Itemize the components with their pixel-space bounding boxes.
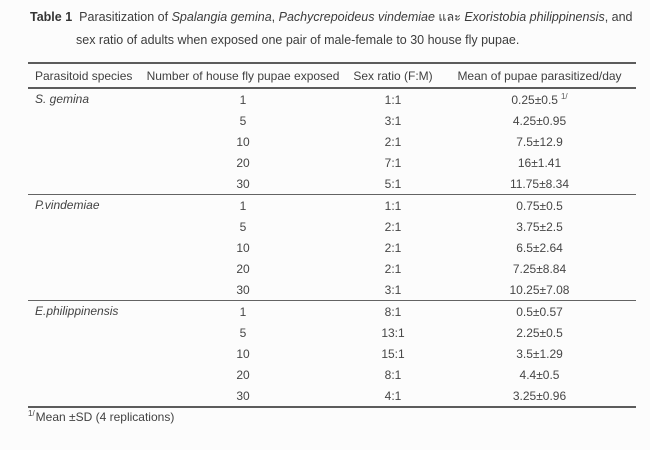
- mean-cell: 0.5±0.57: [516, 304, 563, 319]
- footnote-text: Mean ±SD (4 replications): [35, 410, 175, 424]
- table-row: S. gemina 1 1:1 0.25±0.5 1/: [28, 88, 636, 110]
- pupae-count-cell: 30: [236, 282, 250, 297]
- mean-value: 0.25±0.5: [511, 93, 558, 107]
- table-row: 20 7:1 16±1.41: [28, 152, 636, 173]
- table-row: E.philippinensis 1 8:1 0.5±0.57: [28, 300, 636, 323]
- species-name-italic: Pachycrepoideus vindemiae: [278, 10, 435, 24]
- parasitization-table: Parasitoid species Number of house fly p…: [28, 62, 636, 408]
- species-name-italic: Exoristobia philippinensis: [464, 10, 605, 24]
- pupae-count-cell: 10: [236, 240, 250, 255]
- pupae-count-cell: 1: [239, 304, 247, 319]
- caption-text: Parasitization of Spalangia gemina, Pach…: [76, 10, 633, 47]
- mean-cell: 11.75±8.34: [509, 176, 570, 191]
- mean-cell: 6.5±2.64: [516, 240, 563, 255]
- sex-ratio-cell: 8:1: [384, 367, 402, 382]
- pupae-count-cell: 10: [236, 134, 250, 149]
- col-header-pupae-exposed: Number of house fly pupae exposed: [146, 68, 340, 83]
- mean-cell: 3.75±2.5: [516, 219, 563, 234]
- mean-cell: 2.25±0.5: [516, 325, 563, 340]
- header-row: Parasitoid species Number of house fly p…: [28, 63, 636, 88]
- table-row: 10 2:1 7.5±12.9: [28, 131, 636, 152]
- pupae-count-cell: 10: [236, 346, 250, 361]
- pupae-count-cell: 1: [239, 198, 247, 213]
- sex-ratio-cell: 15:1: [381, 346, 405, 361]
- col-header-parasitoid-species: Parasitoid species: [35, 68, 133, 83]
- caption-line-2: sex ratio of adults when exposed one pai…: [76, 33, 520, 47]
- sex-ratio-cell: 4:1: [384, 388, 402, 403]
- mean-cell: 4.4±0.5: [519, 367, 560, 382]
- caption-segment: ,: [271, 10, 279, 24]
- mean-cell: 0.75±0.5: [516, 198, 563, 213]
- mean-cell: 4.25±0.95: [512, 113, 567, 128]
- pupae-count-cell: 5: [239, 113, 247, 128]
- sex-ratio-cell: 3:1: [384, 113, 402, 128]
- table-row: 20 2:1 7.25±8.84: [28, 258, 636, 279]
- caption-segment: และ: [434, 10, 465, 24]
- sex-ratio-cell: 2:1: [384, 240, 402, 255]
- table-row: 5 13:1 2.25±0.5: [28, 322, 636, 343]
- pupae-count-cell: 1: [239, 92, 247, 107]
- species-section-s-gemina: S. gemina 1 1:1 0.25±0.5 1/ 5 3:1 4.25±0.…: [28, 88, 636, 195]
- species-name-italic: Spalangia gemina: [171, 10, 272, 24]
- table-row: 5 2:1 3.75±2.5: [28, 216, 636, 237]
- col-header-mean-parasitized: Mean of pupae parasitized/day: [457, 68, 622, 83]
- sex-ratio-cell: 1:1: [384, 92, 402, 107]
- mean-cell: 0.25±0.5 1/: [443, 88, 636, 110]
- caption-segment: Parasitization of: [79, 10, 172, 24]
- sex-ratio-cell: 2:1: [384, 219, 402, 234]
- mean-cell: 3.5±1.29: [516, 346, 563, 361]
- mean-cell: 7.5±12.9: [516, 134, 563, 149]
- species-section-p-vindemiae: P.vindemiae 1 1:1 0.75±0.5 5 2:1 3.75±2.…: [28, 194, 636, 301]
- sex-ratio-cell: 1:1: [384, 198, 402, 213]
- sex-ratio-cell: 8:1: [384, 304, 402, 319]
- species-cell: E.philippinensis: [35, 304, 119, 318]
- pupae-count-cell: 20: [236, 155, 250, 170]
- table-row: 30 5:1 11.75±8.34: [28, 173, 636, 195]
- table-caption: Table 1 Parasitization of Spalangia gemin…: [30, 6, 650, 52]
- species-section-e-philippinensis: E.philippinensis 1 8:1 0.5±0.57 5 13:1 2…: [28, 300, 636, 408]
- table-row: 30 4:1 3.25±0.96: [28, 385, 636, 407]
- table-row: 5 3:1 4.25±0.95: [28, 110, 636, 131]
- mean-cell: 10.25±7.08: [509, 282, 570, 297]
- sex-ratio-cell: 2:1: [384, 134, 402, 149]
- table-row: 30 3:1 10.25±7.08: [28, 279, 636, 301]
- footnote-marker: 1/: [560, 92, 568, 101]
- sex-ratio-cell: 5:1: [384, 176, 402, 191]
- table-header: Parasitoid species Number of house fly p…: [28, 63, 636, 88]
- mean-cell: 16±1.41: [517, 155, 562, 170]
- footnote-marker: 1/: [28, 409, 35, 418]
- sex-ratio-cell: 2:1: [384, 261, 402, 276]
- pupae-count-cell: 20: [236, 367, 250, 382]
- species-cell: S. gemina: [35, 92, 90, 106]
- table-row: 10 2:1 6.5±2.64: [28, 237, 636, 258]
- sex-ratio-cell: 3:1: [384, 282, 402, 297]
- col-header-sex-ratio: Sex ratio (F:M): [353, 68, 433, 83]
- pupae-count-cell: 5: [239, 325, 247, 340]
- table-row: 10 15:1 3.5±1.29: [28, 343, 636, 364]
- table-row: 20 8:1 4.4±0.5: [28, 364, 636, 385]
- mean-cell: 7.25±8.84: [512, 261, 567, 276]
- caption-segment: , and: [604, 10, 633, 24]
- species-cell: P.vindemiae: [35, 198, 100, 212]
- table-footnote: 1/Mean ±SD (4 replications): [28, 409, 174, 424]
- mean-cell: 3.25±0.96: [512, 388, 567, 403]
- table-row: P.vindemiae 1 1:1 0.75±0.5: [28, 194, 636, 217]
- sex-ratio-cell: 7:1: [384, 155, 402, 170]
- pupae-count-cell: 30: [236, 176, 250, 191]
- pupae-count-cell: 5: [239, 219, 247, 234]
- sex-ratio-cell: 13:1: [381, 325, 405, 340]
- pupae-count-cell: 20: [236, 261, 250, 276]
- table-number-label: Table 1: [30, 10, 73, 24]
- pupae-count-cell: 30: [236, 388, 250, 403]
